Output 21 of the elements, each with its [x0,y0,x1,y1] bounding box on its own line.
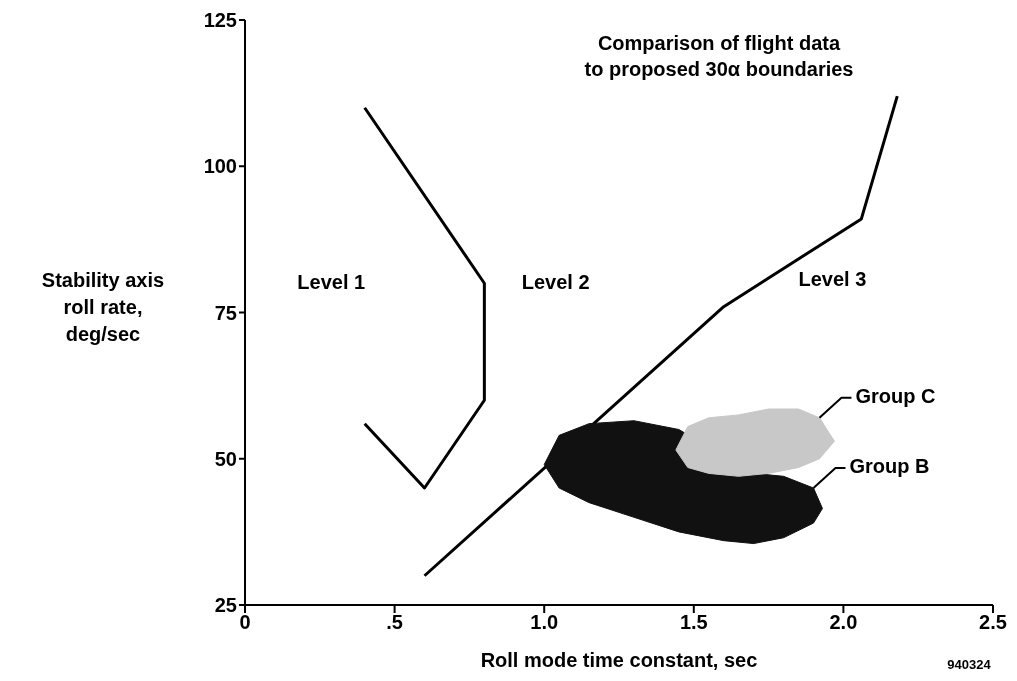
y-tick-label: 100 [203,155,237,178]
y-tick-label: 25 [214,594,237,617]
x-tick-label: 0 [239,611,251,634]
x-tick-label: 1.5 [679,611,708,634]
x-tick-label: 1.0 [530,611,559,634]
y-tick-label: 50 [214,447,237,470]
y-tick-label: 125 [203,9,237,32]
x-tick-label: .5 [386,611,403,634]
annotation: Level 1 [297,270,366,293]
series-label: Group C [855,385,936,408]
y-tick-label: 75 [214,301,237,324]
text: Comparison of flight data to proposed 30α boundaries [584,32,854,80]
text: 940324 [947,657,992,672]
x-tick-label: 2.0 [829,611,858,634]
series-label: Group B [849,455,930,478]
line-series [363,106,486,490]
annotation: Level 2 [521,270,590,293]
y-axis-title: Stability axis roll rate, deg/sec [41,268,165,345]
x-tick-label: 2.5 [979,611,1007,634]
annotation: Level 3 [798,267,867,290]
x-axis-title: Roll mode time constant, sec [480,649,758,671]
